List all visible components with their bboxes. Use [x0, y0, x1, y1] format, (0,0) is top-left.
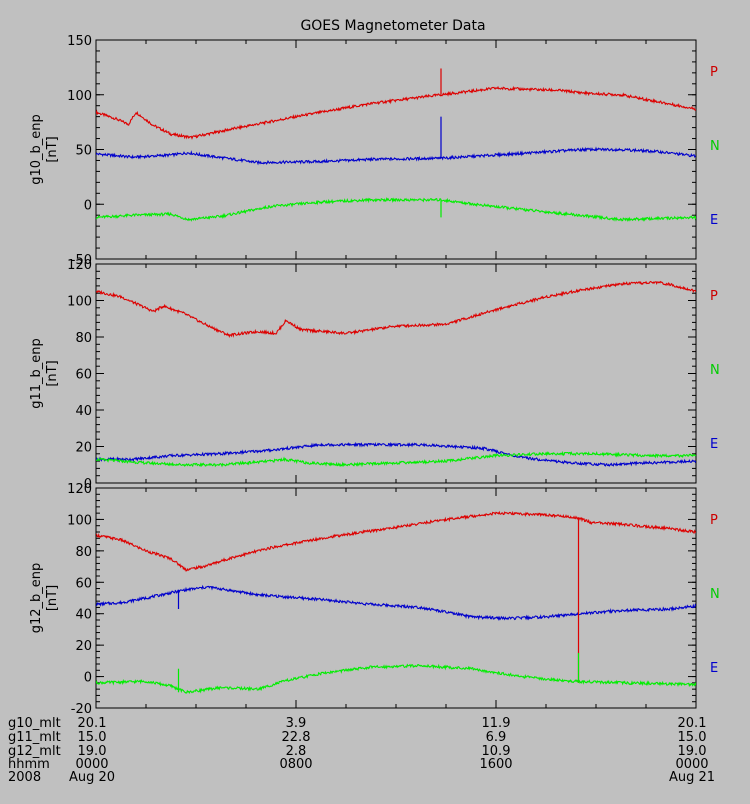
- series-line-E: [96, 146, 696, 166]
- y-tick-label: 80: [75, 545, 92, 560]
- time-row-label: hhmm: [8, 757, 50, 772]
- y-tick-label: 40: [75, 608, 92, 623]
- series-line-N: [96, 663, 696, 694]
- y-tick-label: 60: [75, 576, 92, 591]
- y-tick-label: 100: [67, 89, 92, 104]
- time-row-value: 19.0: [678, 744, 707, 759]
- time-row-value: 2.8: [286, 744, 307, 759]
- y-axis-label: g10_b_enp: [29, 114, 44, 185]
- y-tick-label: 120: [67, 258, 92, 273]
- time-row-value: 10.9: [482, 744, 511, 759]
- legend-label-E: E: [710, 661, 718, 676]
- y-axis-unit: [nT]: [45, 360, 60, 386]
- y-tick-label: 0: [84, 198, 92, 213]
- time-row-label: g10_mlt: [8, 716, 61, 731]
- time-row-value: 3.9: [286, 716, 307, 731]
- series-line-N: [96, 196, 696, 222]
- chart-panel-2: 0 20 40 60 80 100 120 g11_b_enp [nT] P N E: [29, 258, 720, 492]
- plot-frame: [95, 263, 697, 484]
- y-tick-label: 20: [75, 441, 92, 456]
- chart-title: GOES Magnetometer Data: [300, 18, 485, 34]
- series-line-P: [96, 280, 696, 338]
- time-row-value: 0000: [75, 757, 108, 772]
- time-row-value: Aug 20: [69, 770, 115, 785]
- y-tick-label: 100: [67, 295, 92, 310]
- y-tick-label: 150: [67, 34, 92, 49]
- y-axis-unit: [nT]: [45, 136, 60, 162]
- y-axis-unit: [nT]: [45, 585, 60, 611]
- series-line-P: [96, 85, 696, 140]
- legend-label-N: N: [710, 139, 720, 154]
- y-tick-label: 120: [67, 482, 92, 497]
- legend-label-P: P: [710, 289, 718, 304]
- legend-label-P: P: [710, 513, 718, 528]
- time-row-value: 20.1: [678, 716, 707, 731]
- y-tick-label: 50: [75, 144, 92, 159]
- y-tick-label: 80: [75, 331, 92, 346]
- time-row-label: 2008: [8, 770, 41, 785]
- chart-panel-1: -50 0 50 100 150 g10_b_enp [nT] P N E: [29, 34, 720, 268]
- time-row-label: g12_mlt: [8, 744, 61, 759]
- series-line-P: [96, 510, 696, 572]
- time-row-value: Aug 21: [669, 770, 715, 785]
- y-tick-label: 20: [75, 639, 92, 654]
- time-row-label: g11_mlt: [8, 730, 61, 745]
- y-tick-label: 0: [84, 477, 92, 492]
- legend-label-N: N: [710, 363, 720, 378]
- chart-panel-3: -20 0 20 40 60 80 100 120 g12_b_enp [nT] P N E: [29, 482, 720, 717]
- legend-label-E: E: [710, 437, 718, 452]
- legend-label-N: N: [710, 587, 720, 602]
- time-row-value: 15.0: [78, 730, 107, 745]
- series-line-E: [96, 584, 696, 621]
- time-row-value: 19.0: [78, 744, 107, 759]
- y-tick-label: -20: [71, 702, 92, 717]
- time-row-value: 22.8: [282, 730, 311, 745]
- y-tick-label: 0: [84, 671, 92, 686]
- time-row-value: 0000: [675, 757, 708, 772]
- y-tick-label: -50: [71, 253, 92, 268]
- legend-label-P: P: [710, 65, 718, 80]
- time-row-value: 0800: [279, 757, 312, 772]
- y-axis-label: g11_b_enp: [29, 338, 44, 409]
- time-row-value: 11.9: [482, 716, 511, 731]
- plot-frame: [95, 487, 697, 709]
- time-axis-table: g10_mlt 20.1 3.9 11.9 20.1 g11_mlt 15.0 22.8 6.9…: [8, 716, 715, 785]
- time-row-value: 20.1: [78, 716, 107, 731]
- y-axis-label: g12_b_enp: [29, 563, 44, 634]
- y-tick-label: 100: [67, 513, 92, 528]
- time-row-value: 6.9: [486, 730, 507, 745]
- time-row-value: 15.0: [678, 730, 707, 745]
- legend-label-E: E: [710, 213, 718, 228]
- y-tick-label: 40: [75, 404, 92, 419]
- time-row-value: 1600: [479, 757, 512, 772]
- series-line-E: [96, 441, 696, 467]
- y-tick-label: 60: [75, 368, 92, 383]
- series-line-N: [96, 450, 696, 468]
